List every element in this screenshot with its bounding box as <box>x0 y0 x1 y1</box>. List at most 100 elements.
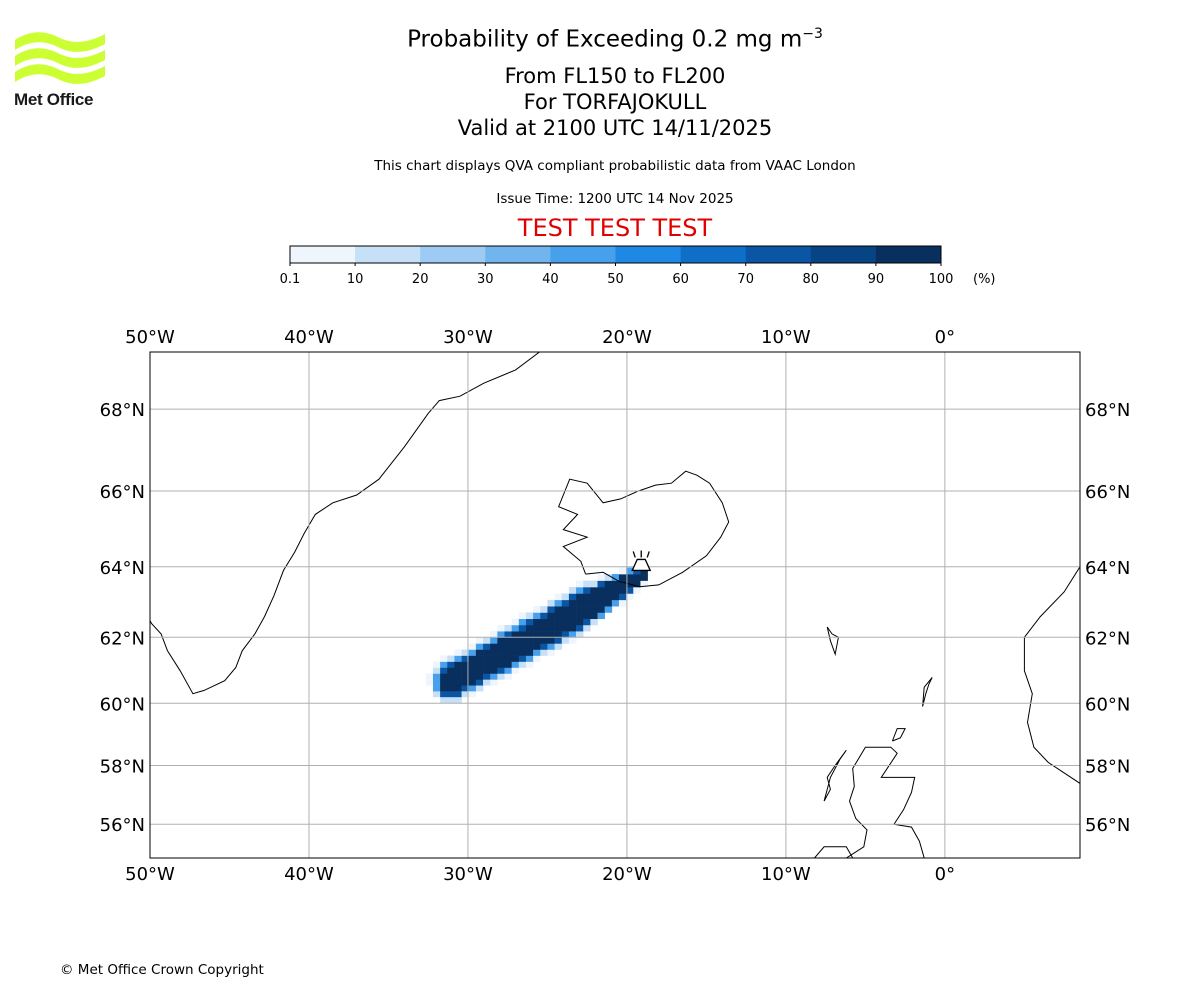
plume-cell <box>604 574 613 581</box>
scotland-coast <box>846 746 925 858</box>
plume-cell <box>511 655 520 662</box>
met-office-logo-block: Met Office <box>14 30 106 112</box>
plume-cell <box>604 580 613 588</box>
plume-cell <box>432 685 441 692</box>
issue-time: Issue Time: 1200 UTC 14 Nov 2025 <box>496 191 734 207</box>
y-tick-label-right: 56°N <box>1085 815 1130 836</box>
plume-cell <box>518 618 527 626</box>
plume-cell <box>618 567 627 575</box>
plume-cell <box>504 661 512 668</box>
plume-cell <box>447 667 455 674</box>
plume-cell <box>447 696 455 703</box>
y-tick-label-left: 64°N <box>100 558 145 579</box>
plume-cell <box>454 667 462 674</box>
plume-cell <box>568 631 577 638</box>
colorbar-segment <box>875 246 942 263</box>
plume-cell <box>497 661 505 668</box>
plume-cell <box>490 649 498 656</box>
plume-cell <box>590 606 598 613</box>
plume-cell <box>525 643 534 650</box>
plume-cell <box>590 618 598 626</box>
plume-cell <box>497 637 505 644</box>
test-banner: TEST TEST TEST <box>517 214 713 242</box>
y-tick-label-right: 68°N <box>1085 400 1130 421</box>
plume-cell <box>468 661 477 668</box>
plume-cell <box>611 593 620 601</box>
x-tick-label-bottom: 20°W <box>602 864 652 885</box>
plot-area <box>150 352 1080 858</box>
colorbar-tick-label: 40 <box>542 272 559 287</box>
plume-cell <box>561 631 570 638</box>
y-tick-label-left: 58°N <box>100 756 145 777</box>
plume-cell <box>525 631 534 638</box>
plume-cell <box>576 631 584 638</box>
orkney-coast <box>891 728 906 742</box>
plume-cell <box>576 606 584 613</box>
plume-cell <box>518 624 527 632</box>
plume-cell <box>533 649 541 656</box>
plume-cell <box>540 637 548 644</box>
x-tick-label-top: 30°W <box>443 327 493 348</box>
plume-cell <box>597 593 605 601</box>
iceland-coast <box>557 470 730 588</box>
plot-frame <box>149 351 1081 859</box>
plume-cell <box>475 643 484 650</box>
plume-cell <box>547 618 555 626</box>
plume-cell <box>618 593 627 601</box>
shetland-coast <box>922 677 933 707</box>
plume-cell <box>583 593 591 601</box>
colorbar-segment <box>615 246 682 263</box>
plume-cell <box>504 649 512 656</box>
plume-cell <box>432 691 441 698</box>
plume-cell <box>554 606 563 613</box>
map-plot: 50°W 50°W 40°W 40°W 30°W 30°W 20°W 20°W 10°W 10°W… <box>100 327 1131 885</box>
y-tick-label-left: 66°N <box>100 482 145 503</box>
flight-levels: From FL150 to FL200 <box>504 64 726 88</box>
y-tick-label-left: 68°N <box>100 400 145 421</box>
plume-cell <box>454 696 462 703</box>
plume-cell <box>590 593 598 601</box>
plume-cell <box>525 624 534 632</box>
plume-cell <box>547 612 555 620</box>
plume-cell <box>447 673 455 680</box>
plume-cell <box>554 637 563 644</box>
plume-cell <box>568 606 577 613</box>
plume-cell <box>497 649 505 656</box>
plume-cell <box>425 673 434 680</box>
plume-cell <box>468 655 477 662</box>
plume-cell <box>461 679 470 686</box>
plume-cell <box>554 643 563 650</box>
plume-cell <box>490 679 498 686</box>
plume-cell <box>468 685 477 692</box>
y-tick-label-left: 62°N <box>100 628 145 649</box>
plume-cell <box>604 606 613 613</box>
plume-cell <box>461 649 470 656</box>
plume-cell <box>504 655 512 662</box>
plume-cell <box>468 691 477 698</box>
copyright: © Met Office Crown Copyright <box>60 962 264 978</box>
plume-cell <box>504 624 512 632</box>
plume-cell <box>554 599 563 607</box>
plume-cell <box>454 661 462 668</box>
plume-cell <box>604 599 613 607</box>
plume-cell <box>461 691 470 698</box>
plume-cell <box>504 667 512 674</box>
valid-time: Valid at 2100 UTC 14/11/2025 <box>457 116 773 140</box>
plume-cell <box>518 661 527 668</box>
plume-cell <box>576 580 584 588</box>
plume-cell <box>483 649 491 656</box>
plume-cell <box>533 655 541 662</box>
x-tick-label-top: 10°W <box>761 327 811 348</box>
colorbar-segment <box>810 246 877 263</box>
plume-cell <box>497 673 505 680</box>
x-tick-label-top: 40°W <box>284 327 334 348</box>
plume-cell <box>547 631 555 638</box>
plume-cell <box>590 580 598 588</box>
plume-cell <box>461 673 470 680</box>
plume-cell <box>611 580 620 588</box>
plume-cell <box>432 679 441 686</box>
plume-cell <box>561 637 570 644</box>
plume-cell <box>504 637 512 644</box>
plume-cell <box>568 593 577 601</box>
